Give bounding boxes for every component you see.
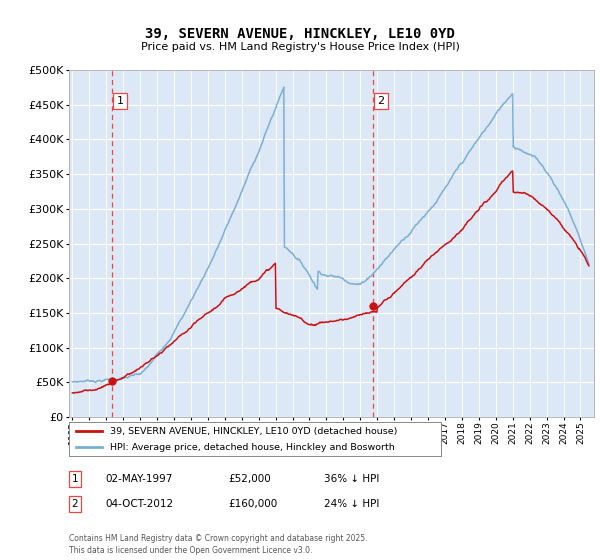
Text: 1: 1 (71, 474, 79, 484)
Text: 2: 2 (71, 499, 79, 509)
Text: 2: 2 (377, 96, 385, 106)
Text: 02-MAY-1997: 02-MAY-1997 (105, 474, 172, 484)
Text: 36% ↓ HPI: 36% ↓ HPI (324, 474, 379, 484)
Text: 24% ↓ HPI: 24% ↓ HPI (324, 499, 379, 509)
Text: 39, SEVERN AVENUE, HINCKLEY, LE10 0YD: 39, SEVERN AVENUE, HINCKLEY, LE10 0YD (145, 27, 455, 41)
Text: HPI: Average price, detached house, Hinckley and Bosworth: HPI: Average price, detached house, Hinc… (110, 442, 395, 451)
Text: £160,000: £160,000 (228, 499, 277, 509)
Text: 39, SEVERN AVENUE, HINCKLEY, LE10 0YD (detached house): 39, SEVERN AVENUE, HINCKLEY, LE10 0YD (d… (110, 427, 397, 436)
Text: 1: 1 (116, 96, 124, 106)
Text: 04-OCT-2012: 04-OCT-2012 (105, 499, 173, 509)
Text: £52,000: £52,000 (228, 474, 271, 484)
Text: Contains HM Land Registry data © Crown copyright and database right 2025.
This d: Contains HM Land Registry data © Crown c… (69, 534, 367, 555)
Text: Price paid vs. HM Land Registry's House Price Index (HPI): Price paid vs. HM Land Registry's House … (140, 42, 460, 52)
